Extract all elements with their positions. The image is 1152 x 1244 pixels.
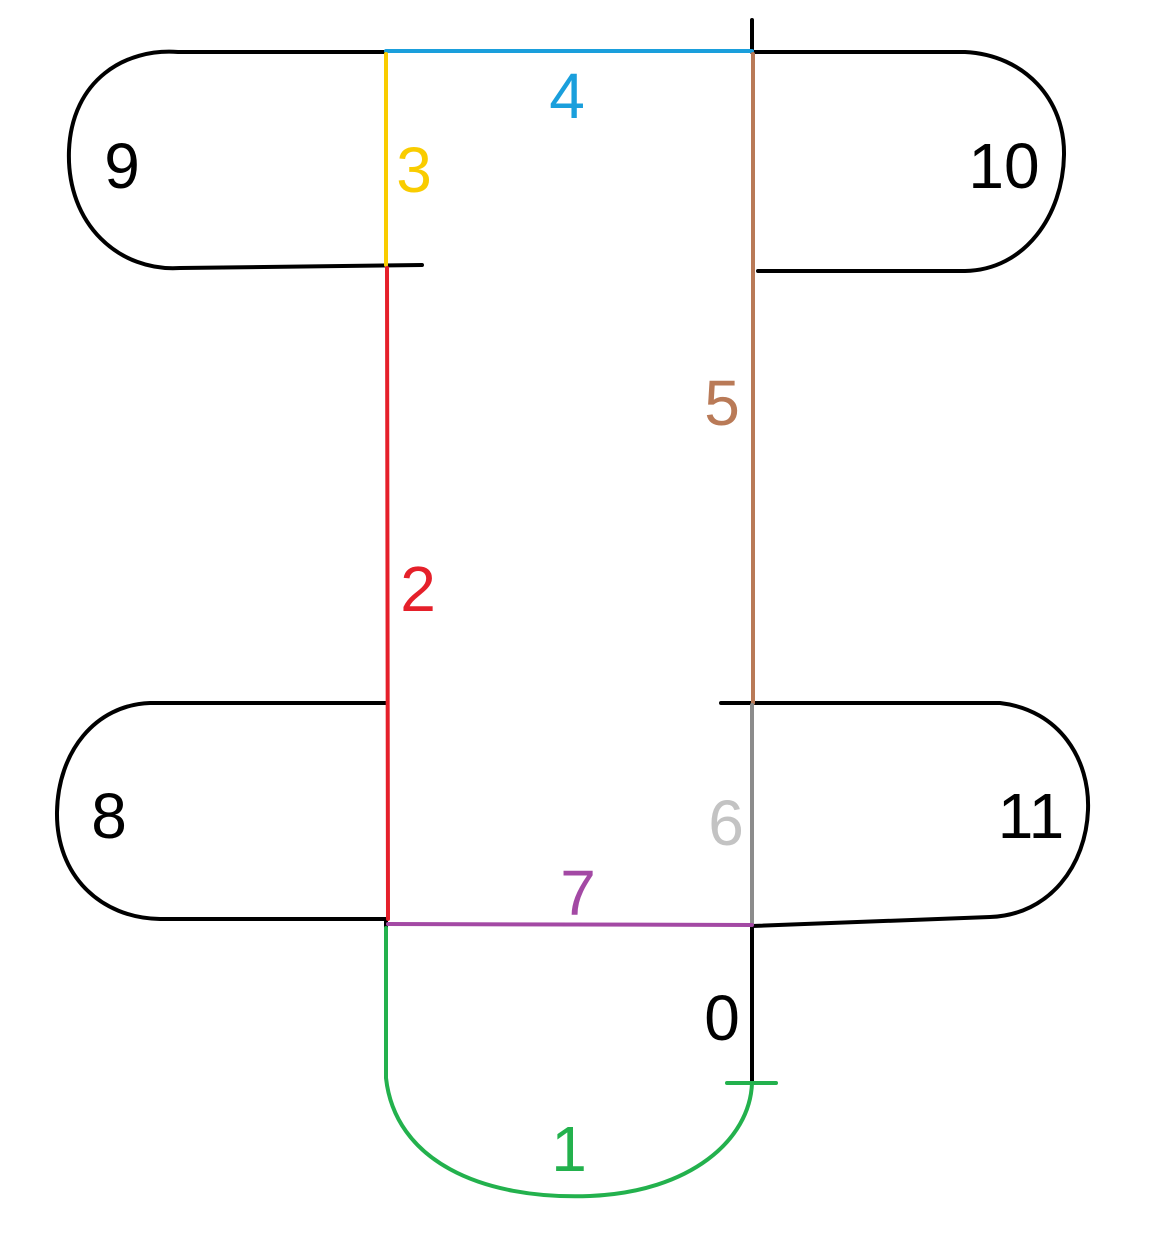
segment-2-line [385,266,390,921]
loop-9-path [66,49,424,271]
labels-group: 4 3 2 5 6 7 0 1 9 10 8 11 [91,60,1064,1185]
label-loop-11: 11 [998,780,1064,852]
segment-7-line [386,922,754,927]
label-segment-4: 4 [549,60,585,132]
label-segment-3: 3 [396,134,432,206]
label-segment-7: 7 [560,857,596,929]
label-loop-8: 8 [91,780,127,852]
label-loop-9: 9 [104,130,140,202]
label-loop-10: 10 [968,130,1039,202]
label-segment-1: 1 [551,1113,587,1185]
loop-8-path [54,701,388,921]
loop-11-path [719,701,1091,928]
label-segment-0: 0 [704,982,740,1054]
segment-1-arc [384,926,754,1199]
loop-10-path [750,50,1067,273]
black-track-group [54,18,1091,1085]
label-segment-2: 2 [400,553,436,625]
label-segment-6: 6 [708,787,744,859]
colored-segments-group [384,49,778,1199]
label-segment-5: 5 [704,367,740,439]
